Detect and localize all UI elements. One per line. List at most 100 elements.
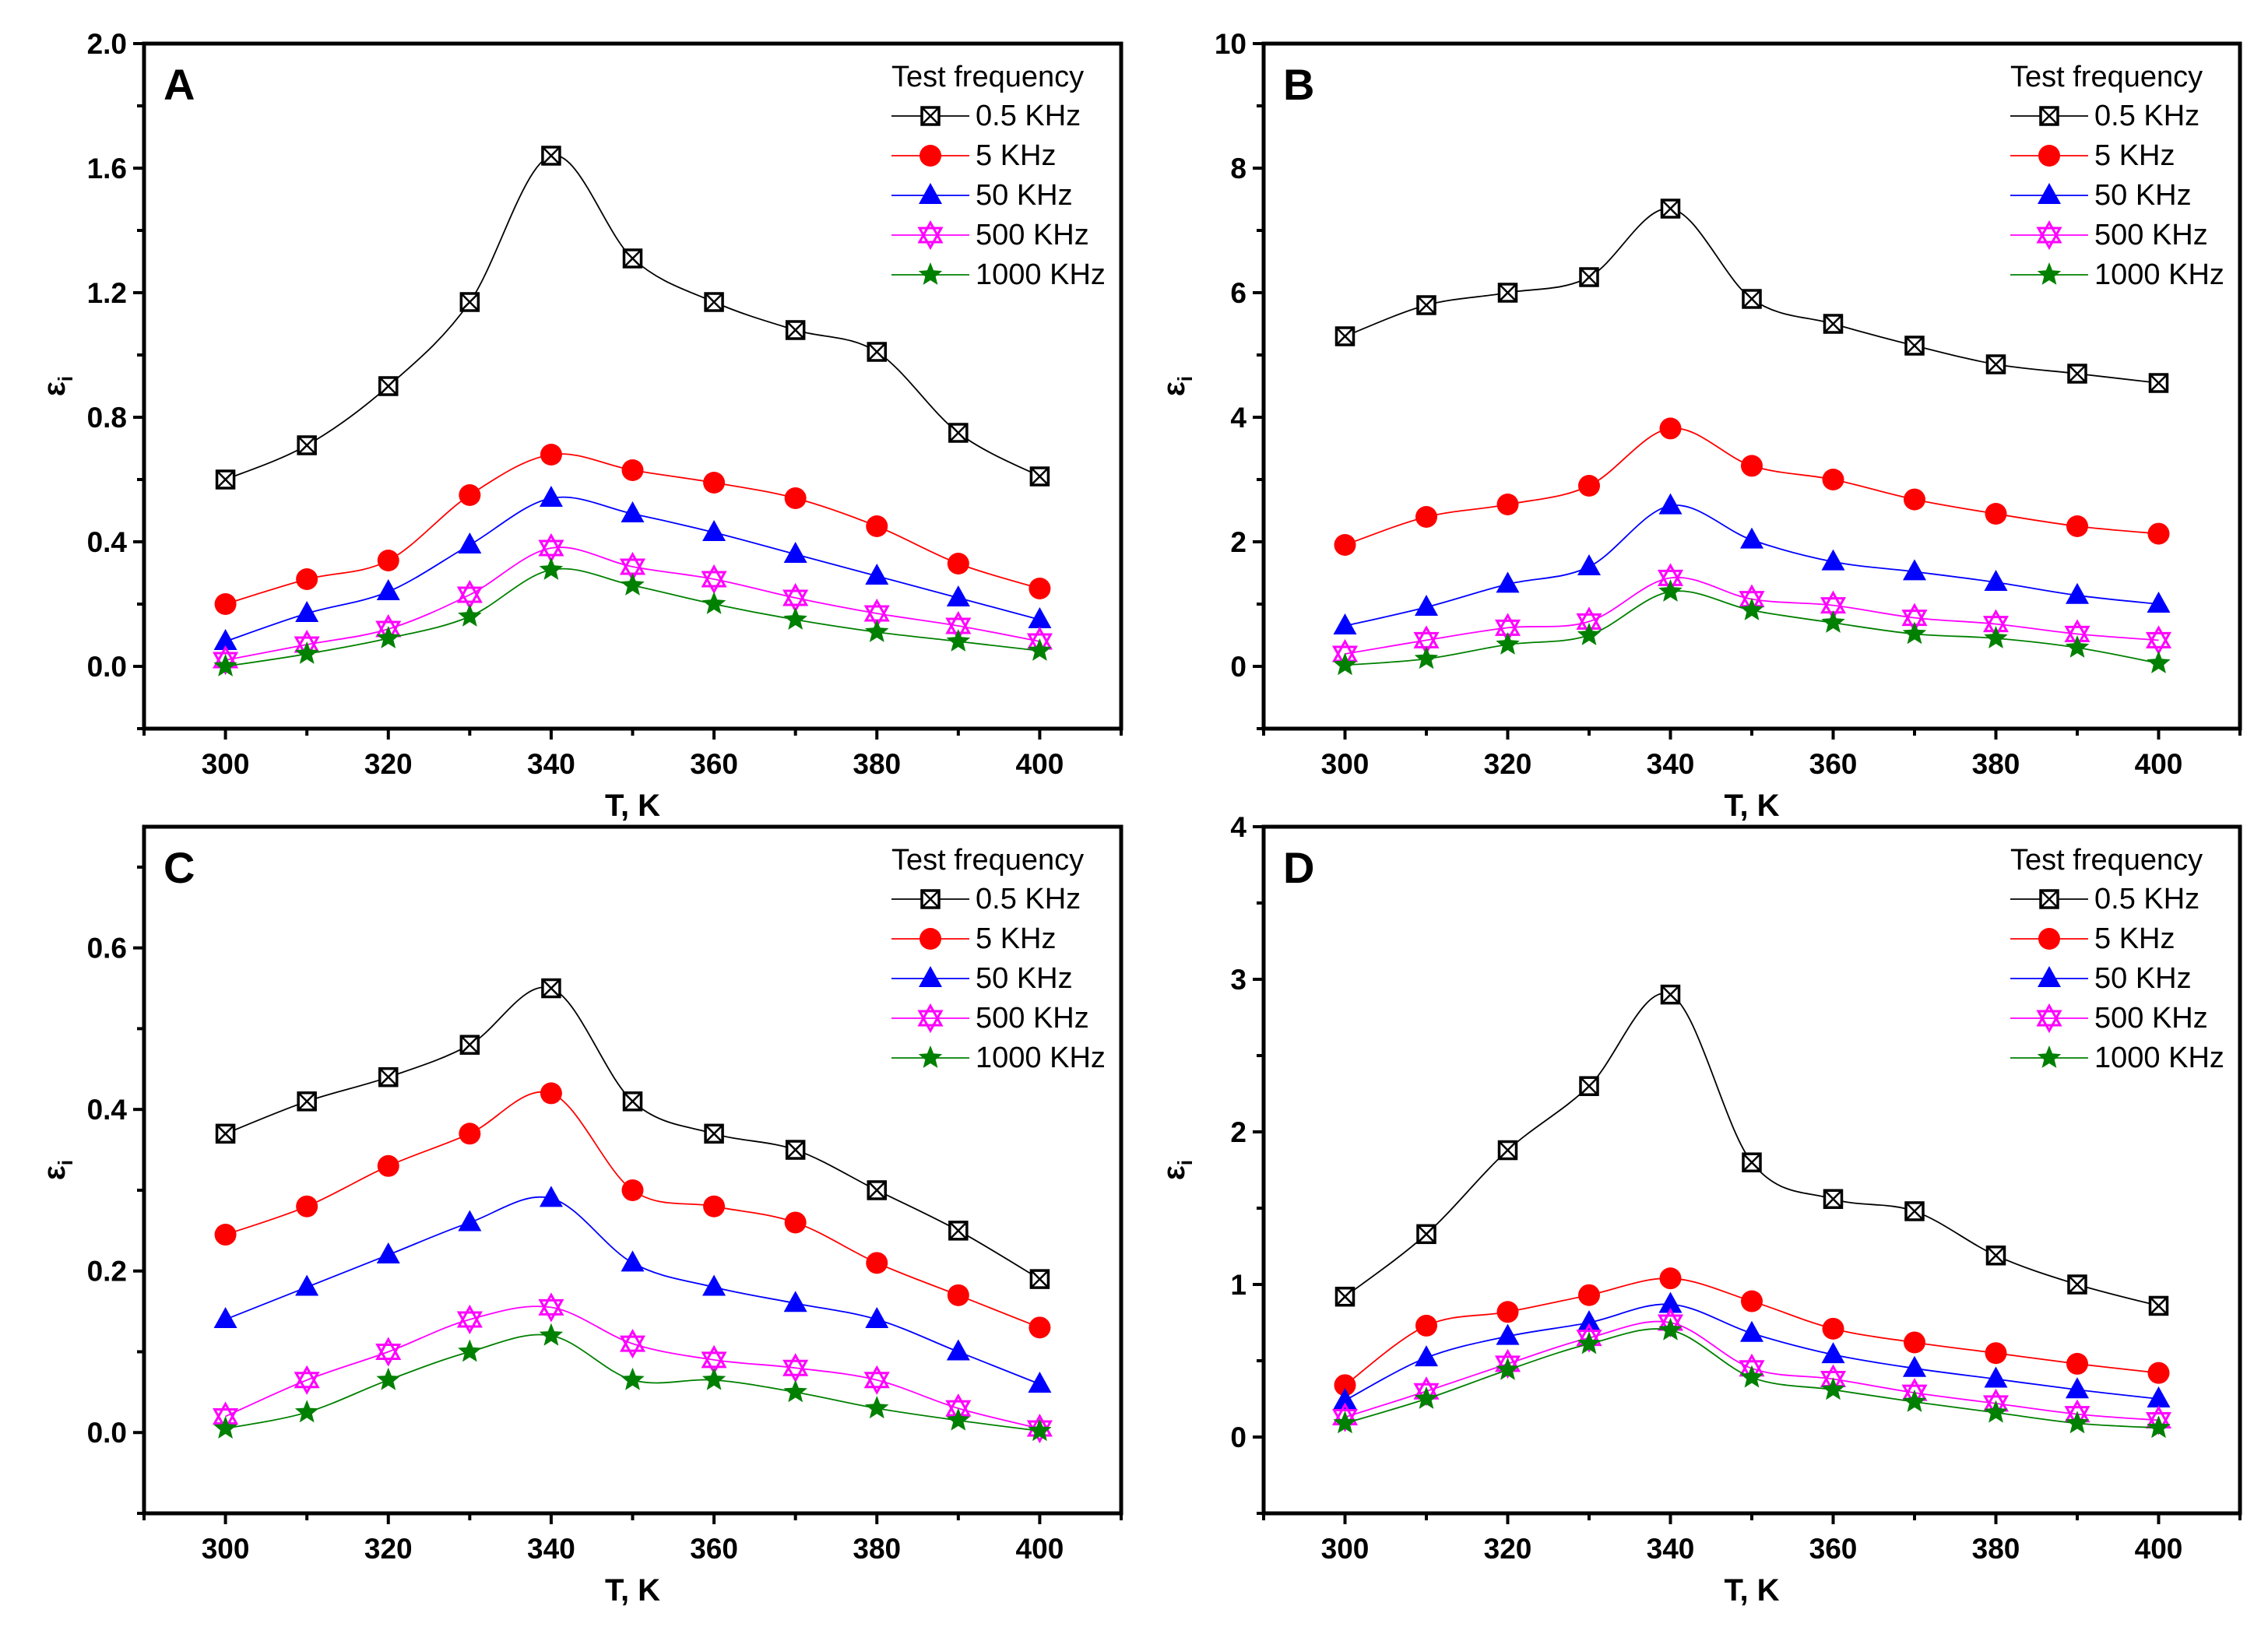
y-axis-label-subscript: i bbox=[1173, 376, 1197, 381]
legend-entry: 5 KHz bbox=[2010, 922, 2175, 955]
data-point bbox=[782, 1353, 809, 1383]
x-tick-label: 320 bbox=[364, 1533, 413, 1565]
legend-marker bbox=[917, 1003, 944, 1034]
legend-marker bbox=[920, 106, 941, 126]
data-point bbox=[946, 1339, 970, 1361]
data-point bbox=[296, 1195, 318, 1218]
data-point bbox=[1984, 570, 2008, 591]
data-point bbox=[2148, 1295, 2169, 1316]
legend: Test frequency 0.5 KHz 5 KHz 50 KHz 500 KHz 1… bbox=[2010, 844, 2224, 1074]
data-point bbox=[458, 1210, 482, 1232]
data-point bbox=[946, 585, 970, 606]
legend-label: 0.5 KHz bbox=[976, 100, 1081, 132]
data-point bbox=[1984, 626, 2008, 648]
legend-label: 50 KHz bbox=[976, 962, 1073, 995]
data-point bbox=[1741, 455, 1763, 477]
legend-entry: 1000 KHz bbox=[891, 258, 1106, 291]
x-tick-label: 340 bbox=[527, 748, 575, 780]
x-tick-label: 340 bbox=[1647, 1533, 1695, 1565]
data-point bbox=[946, 1407, 971, 1431]
series-line bbox=[225, 1305, 1040, 1429]
data-point bbox=[784, 1211, 807, 1234]
legend-marker bbox=[918, 1045, 943, 1068]
data-point bbox=[1497, 1140, 1518, 1161]
data-point bbox=[375, 1337, 402, 1367]
x-tick-label: 360 bbox=[1809, 748, 1858, 780]
x-tick-label: 360 bbox=[690, 1533, 738, 1565]
legend-entry: 50 KHz bbox=[891, 962, 1073, 995]
series-line bbox=[1345, 427, 2159, 546]
legend-label: 50 KHz bbox=[2094, 179, 2192, 212]
x-tick-label: 400 bbox=[2135, 748, 2183, 780]
data-point bbox=[459, 1035, 480, 1055]
data-point bbox=[1741, 1290, 1763, 1312]
data-point bbox=[1658, 579, 1683, 602]
data-point bbox=[1985, 354, 2006, 374]
data-point bbox=[1823, 314, 1844, 334]
legend-label: 0.5 KHz bbox=[2094, 883, 2199, 915]
series-1000-khz bbox=[1333, 579, 2171, 676]
data-point bbox=[541, 978, 561, 999]
data-point bbox=[376, 1367, 400, 1390]
data-point bbox=[1333, 1387, 1357, 1409]
data-point bbox=[1333, 652, 1357, 676]
data-point bbox=[783, 542, 807, 563]
y-axis-label: εi bbox=[1157, 1160, 1197, 1180]
legend-marker bbox=[2036, 220, 2062, 251]
data-point bbox=[703, 472, 726, 494]
data-point bbox=[213, 1416, 237, 1439]
data-point bbox=[619, 1329, 646, 1359]
data-point bbox=[1739, 1365, 1764, 1388]
y-tick-label: 6 bbox=[1230, 277, 1247, 309]
data-point bbox=[456, 579, 483, 610]
legend-marker bbox=[2037, 262, 2062, 285]
data-point bbox=[1577, 623, 1602, 645]
panel-b: 300 320 340 360 380 400 0 2 4 6 8 10 T, K εi B Test fre… bbox=[1157, 28, 2242, 823]
y-axis-label-subscript: i bbox=[1173, 1160, 1197, 1165]
data-point bbox=[1334, 1286, 1356, 1307]
legend-label: 0.5 KHz bbox=[976, 883, 1081, 915]
data-point bbox=[1903, 559, 1926, 581]
data-point bbox=[2067, 1274, 2087, 1295]
data-point bbox=[1902, 621, 1927, 645]
x-tick-label: 380 bbox=[1972, 748, 2020, 780]
data-point bbox=[865, 620, 889, 642]
data-point bbox=[459, 1123, 481, 1145]
data-point bbox=[947, 1284, 969, 1306]
data-point bbox=[782, 582, 809, 613]
data-point bbox=[1415, 506, 1437, 528]
legend-entry: 5 KHz bbox=[891, 139, 1056, 172]
data-point bbox=[946, 629, 971, 652]
data-point bbox=[621, 501, 645, 522]
data-point bbox=[1028, 607, 1052, 628]
data-point bbox=[295, 601, 319, 622]
legend-label: 5 KHz bbox=[2094, 922, 2175, 955]
data-point bbox=[1579, 267, 1599, 287]
legend-label: 1000 KHz bbox=[2094, 1042, 2224, 1074]
y-tick-label: 4 bbox=[1230, 402, 1247, 434]
data-point bbox=[294, 1365, 320, 1395]
data-point bbox=[1579, 1076, 1599, 1096]
data-point bbox=[784, 487, 807, 509]
data-point bbox=[1496, 571, 1520, 593]
series-5-khz bbox=[214, 444, 1051, 615]
legend-entry: 1000 KHz bbox=[2010, 1042, 2224, 1074]
data-point bbox=[701, 592, 726, 614]
legend-marker bbox=[920, 145, 941, 167]
data-point bbox=[378, 1066, 399, 1088]
series-line bbox=[1344, 992, 2159, 1307]
data-point bbox=[704, 292, 724, 312]
legend-label: 0.5 KHz bbox=[2094, 100, 2199, 132]
data-point bbox=[297, 1091, 317, 1112]
x-tick-label: 300 bbox=[202, 1533, 250, 1565]
data-point bbox=[621, 573, 645, 596]
legend-entry: 1000 KHz bbox=[2010, 258, 2224, 291]
data-point bbox=[1334, 534, 1356, 556]
x-tick-label: 380 bbox=[853, 748, 901, 780]
series-line bbox=[1345, 1303, 2159, 1401]
data-point bbox=[1333, 613, 1357, 634]
data-point bbox=[538, 532, 564, 564]
data-point bbox=[1496, 1357, 1520, 1380]
x-tick-label: 380 bbox=[853, 1533, 901, 1565]
data-point bbox=[1578, 1284, 1600, 1306]
